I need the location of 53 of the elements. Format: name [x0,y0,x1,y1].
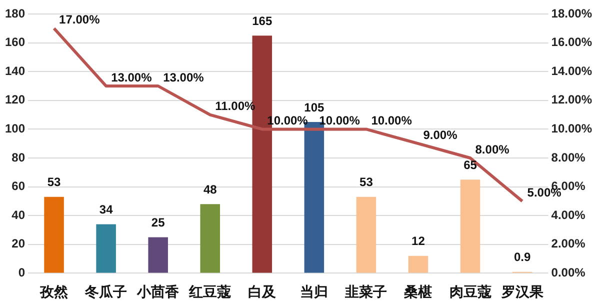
data-label: 165 [252,14,272,28]
data-label: 48 [203,182,218,196]
x-tick-label: 桑椹 [403,283,432,300]
y-tick-label: 60 [12,179,26,194]
y-tick-label: 100 [4,122,26,136]
data-label: 10.00% [371,114,412,128]
data-label: 17.00% [59,12,100,27]
y-tick-label: 0 [18,266,26,280]
x-tick-label: 孜然 [39,283,70,300]
y-tick-label: 160 [4,35,26,50]
x-tick-label: 红豆蔻 [188,283,232,300]
y-tick-label: 80 [12,150,26,164]
data-label: 13.00% [163,70,204,84]
bar [148,237,168,273]
x-tick-label: 韭菜子 [344,283,388,300]
data-label: 9.00% [423,128,458,142]
x-tick-label: 小茴香 [136,283,180,300]
y2-tick-label: 2.00% [551,236,586,251]
y-tick-label: 40 [12,208,26,222]
data-label: 65 [464,158,478,172]
data-label: 25 [151,216,166,230]
data-label: 34 [99,202,114,217]
bar [44,196,64,273]
data-label: 53 [47,175,62,190]
bar [356,196,376,273]
data-label: 8.00% [475,142,510,156]
data-label: 13.00% [111,70,152,84]
bar [408,256,428,273]
bar [460,180,480,273]
x-tick-label: 当归 [300,283,328,300]
y2-tick-label: 18.00% [551,6,592,20]
y-tick-label: 180 [4,6,26,20]
x-tick-label: 冬瓜子 [84,283,128,300]
y-tick-label: 140 [4,64,26,78]
y2-tick-label: 10.00% [551,122,592,136]
data-label: 105 [304,100,325,114]
y2-tick-label: 12.00% [551,92,592,107]
data-label: 53 [360,175,374,190]
data-label: 10.00% [319,114,360,128]
x-tick-label: 肉豆蔻 [449,283,492,300]
data-label: 0.9 [514,250,531,264]
y-tick-label: 20 [12,236,26,251]
data-label: 12 [412,234,426,248]
y2-tick-label: 16.00% [551,35,592,50]
y-tick-label: 120 [4,92,26,107]
y2-tick-label: 4.00% [551,208,586,222]
x-tick-label: 罗汉果 [500,283,544,300]
y2-tick-label: 0.00% [551,266,586,280]
bar [200,204,220,273]
y2-tick-label: 8.00% [551,150,586,164]
bar [96,224,116,273]
x-tick-label: 白及 [248,283,278,300]
y2-tick-label: 14.00% [551,64,592,78]
